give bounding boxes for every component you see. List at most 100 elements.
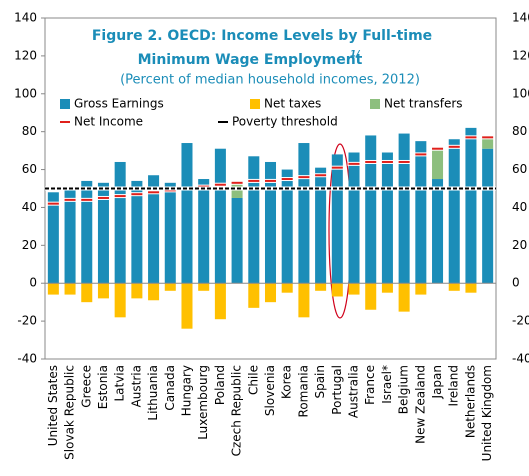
legend-swatch	[370, 99, 380, 109]
legend-label: Poverty threshold	[232, 115, 338, 129]
bar-tax	[298, 283, 310, 318]
x-tick-label: Netherlands	[463, 365, 477, 438]
legend-label: Gross Earnings	[74, 97, 164, 111]
bar-gross	[398, 133, 410, 284]
bar-gross	[198, 179, 210, 284]
y-tick-label: 100	[14, 86, 37, 100]
bar-gross	[264, 161, 277, 284]
bar-tax	[198, 283, 210, 291]
bar-tax	[131, 283, 143, 299]
y-tick-label: 40	[22, 200, 37, 214]
bar-gross	[81, 180, 93, 284]
x-tick-label: New Zealand	[413, 365, 427, 444]
x-tick-label: Chile	[246, 365, 260, 395]
x-tick-label: Slovak Republic	[63, 365, 77, 460]
bar-tax	[365, 283, 377, 310]
bar-gross	[365, 135, 377, 284]
x-tick-label: Canada	[163, 365, 177, 411]
bar-gross	[248, 156, 260, 284]
y2-tick-label: 60	[512, 162, 527, 176]
chart-title: Figure 2. OECD: Income Levels by Full-ti…	[92, 28, 432, 44]
bar-tax	[81, 283, 93, 303]
bar-gross	[331, 154, 343, 284]
chart-title: Minimum Wage Employment	[138, 52, 363, 68]
bar-gross	[214, 148, 226, 284]
bar-tax	[465, 283, 477, 293]
bar-tax	[448, 283, 460, 291]
bar-gross	[465, 127, 477, 284]
x-tick-label: Portugal	[330, 365, 344, 415]
bar-gross	[281, 169, 293, 284]
bar-gross	[298, 143, 310, 284]
bar-tax	[381, 283, 393, 293]
y2-tick-label: 40	[512, 200, 527, 214]
x-tick-label: Latvia	[113, 365, 127, 402]
x-tick-label: Romania	[296, 365, 310, 417]
bar-tax	[281, 283, 293, 293]
bar-gross	[131, 180, 143, 284]
bar-gross	[64, 188, 76, 284]
y2-tick-label: 80	[512, 124, 527, 138]
bar-gross	[448, 139, 460, 284]
bar-gross	[315, 167, 327, 284]
x-tick-label: Poland	[213, 365, 227, 405]
bar-tax	[181, 283, 193, 329]
bar-gross	[164, 182, 176, 284]
x-tick-label: United Kingdom	[480, 365, 494, 461]
bar-gross	[114, 161, 126, 284]
bar-gross	[415, 141, 427, 284]
x-tick-label: United States	[46, 365, 60, 446]
y-tick-label: 80	[22, 124, 37, 138]
legend-label: Net Income	[74, 115, 143, 129]
y2-tick-label: -40	[512, 352, 529, 366]
title-note: 1/	[350, 50, 360, 60]
bar-tax	[348, 283, 360, 295]
y2-tick-label: -20	[512, 314, 529, 328]
x-tick-label: Greece	[79, 365, 93, 408]
bar-tax	[315, 283, 327, 291]
bar-tax	[164, 283, 176, 291]
x-tick-label: Spain	[313, 365, 327, 399]
bar-gross	[97, 182, 109, 284]
bar-gross	[148, 175, 160, 284]
x-tick-label: Australia	[347, 365, 361, 418]
x-tick-label: Israel*	[380, 365, 394, 404]
bar-tax	[97, 283, 109, 299]
y2-tick-label: 100	[512, 86, 529, 100]
bar-tax	[398, 283, 410, 312]
y-tick-label: -20	[17, 314, 37, 328]
bar-tax	[114, 283, 126, 318]
x-tick-label: Luxembourg	[196, 365, 210, 440]
x-tick-label: Belgium	[397, 365, 411, 414]
bar-gross	[348, 152, 360, 284]
bar-tax	[148, 283, 160, 301]
x-tick-label: Japan	[430, 365, 444, 399]
bar-gross	[482, 148, 494, 284]
bar-tax	[415, 283, 427, 295]
y2-tick-label: 0	[512, 276, 520, 290]
legend-swatch	[250, 99, 260, 109]
y-tick-label: 120	[14, 48, 37, 62]
x-tick-label: Lithuania	[146, 365, 160, 421]
y2-tick-label: 20	[512, 238, 527, 252]
x-tick-label: Estonia	[96, 365, 110, 409]
x-tick-label: Ireland	[447, 365, 461, 407]
y2-tick-label: 120	[512, 48, 529, 62]
x-tick-label: Hungary	[179, 365, 193, 416]
y-tick-label: 60	[22, 162, 37, 176]
bar-gross	[47, 192, 59, 284]
bar-tax	[248, 283, 260, 308]
legend-label: Net taxes	[264, 97, 321, 111]
bar-gross	[181, 143, 193, 284]
x-tick-label: Austria	[129, 365, 143, 407]
bar-gross	[381, 152, 393, 284]
y-tick-label: 140	[14, 11, 37, 25]
x-tick-label: Slovenia	[263, 365, 277, 416]
x-tick-label: Czech Republic	[230, 365, 244, 456]
legend-swatch	[60, 99, 70, 109]
y-tick-label: -40	[17, 352, 37, 366]
bar-tax	[64, 283, 76, 295]
bar-gross	[231, 197, 243, 284]
y-tick-label: 0	[29, 276, 37, 290]
